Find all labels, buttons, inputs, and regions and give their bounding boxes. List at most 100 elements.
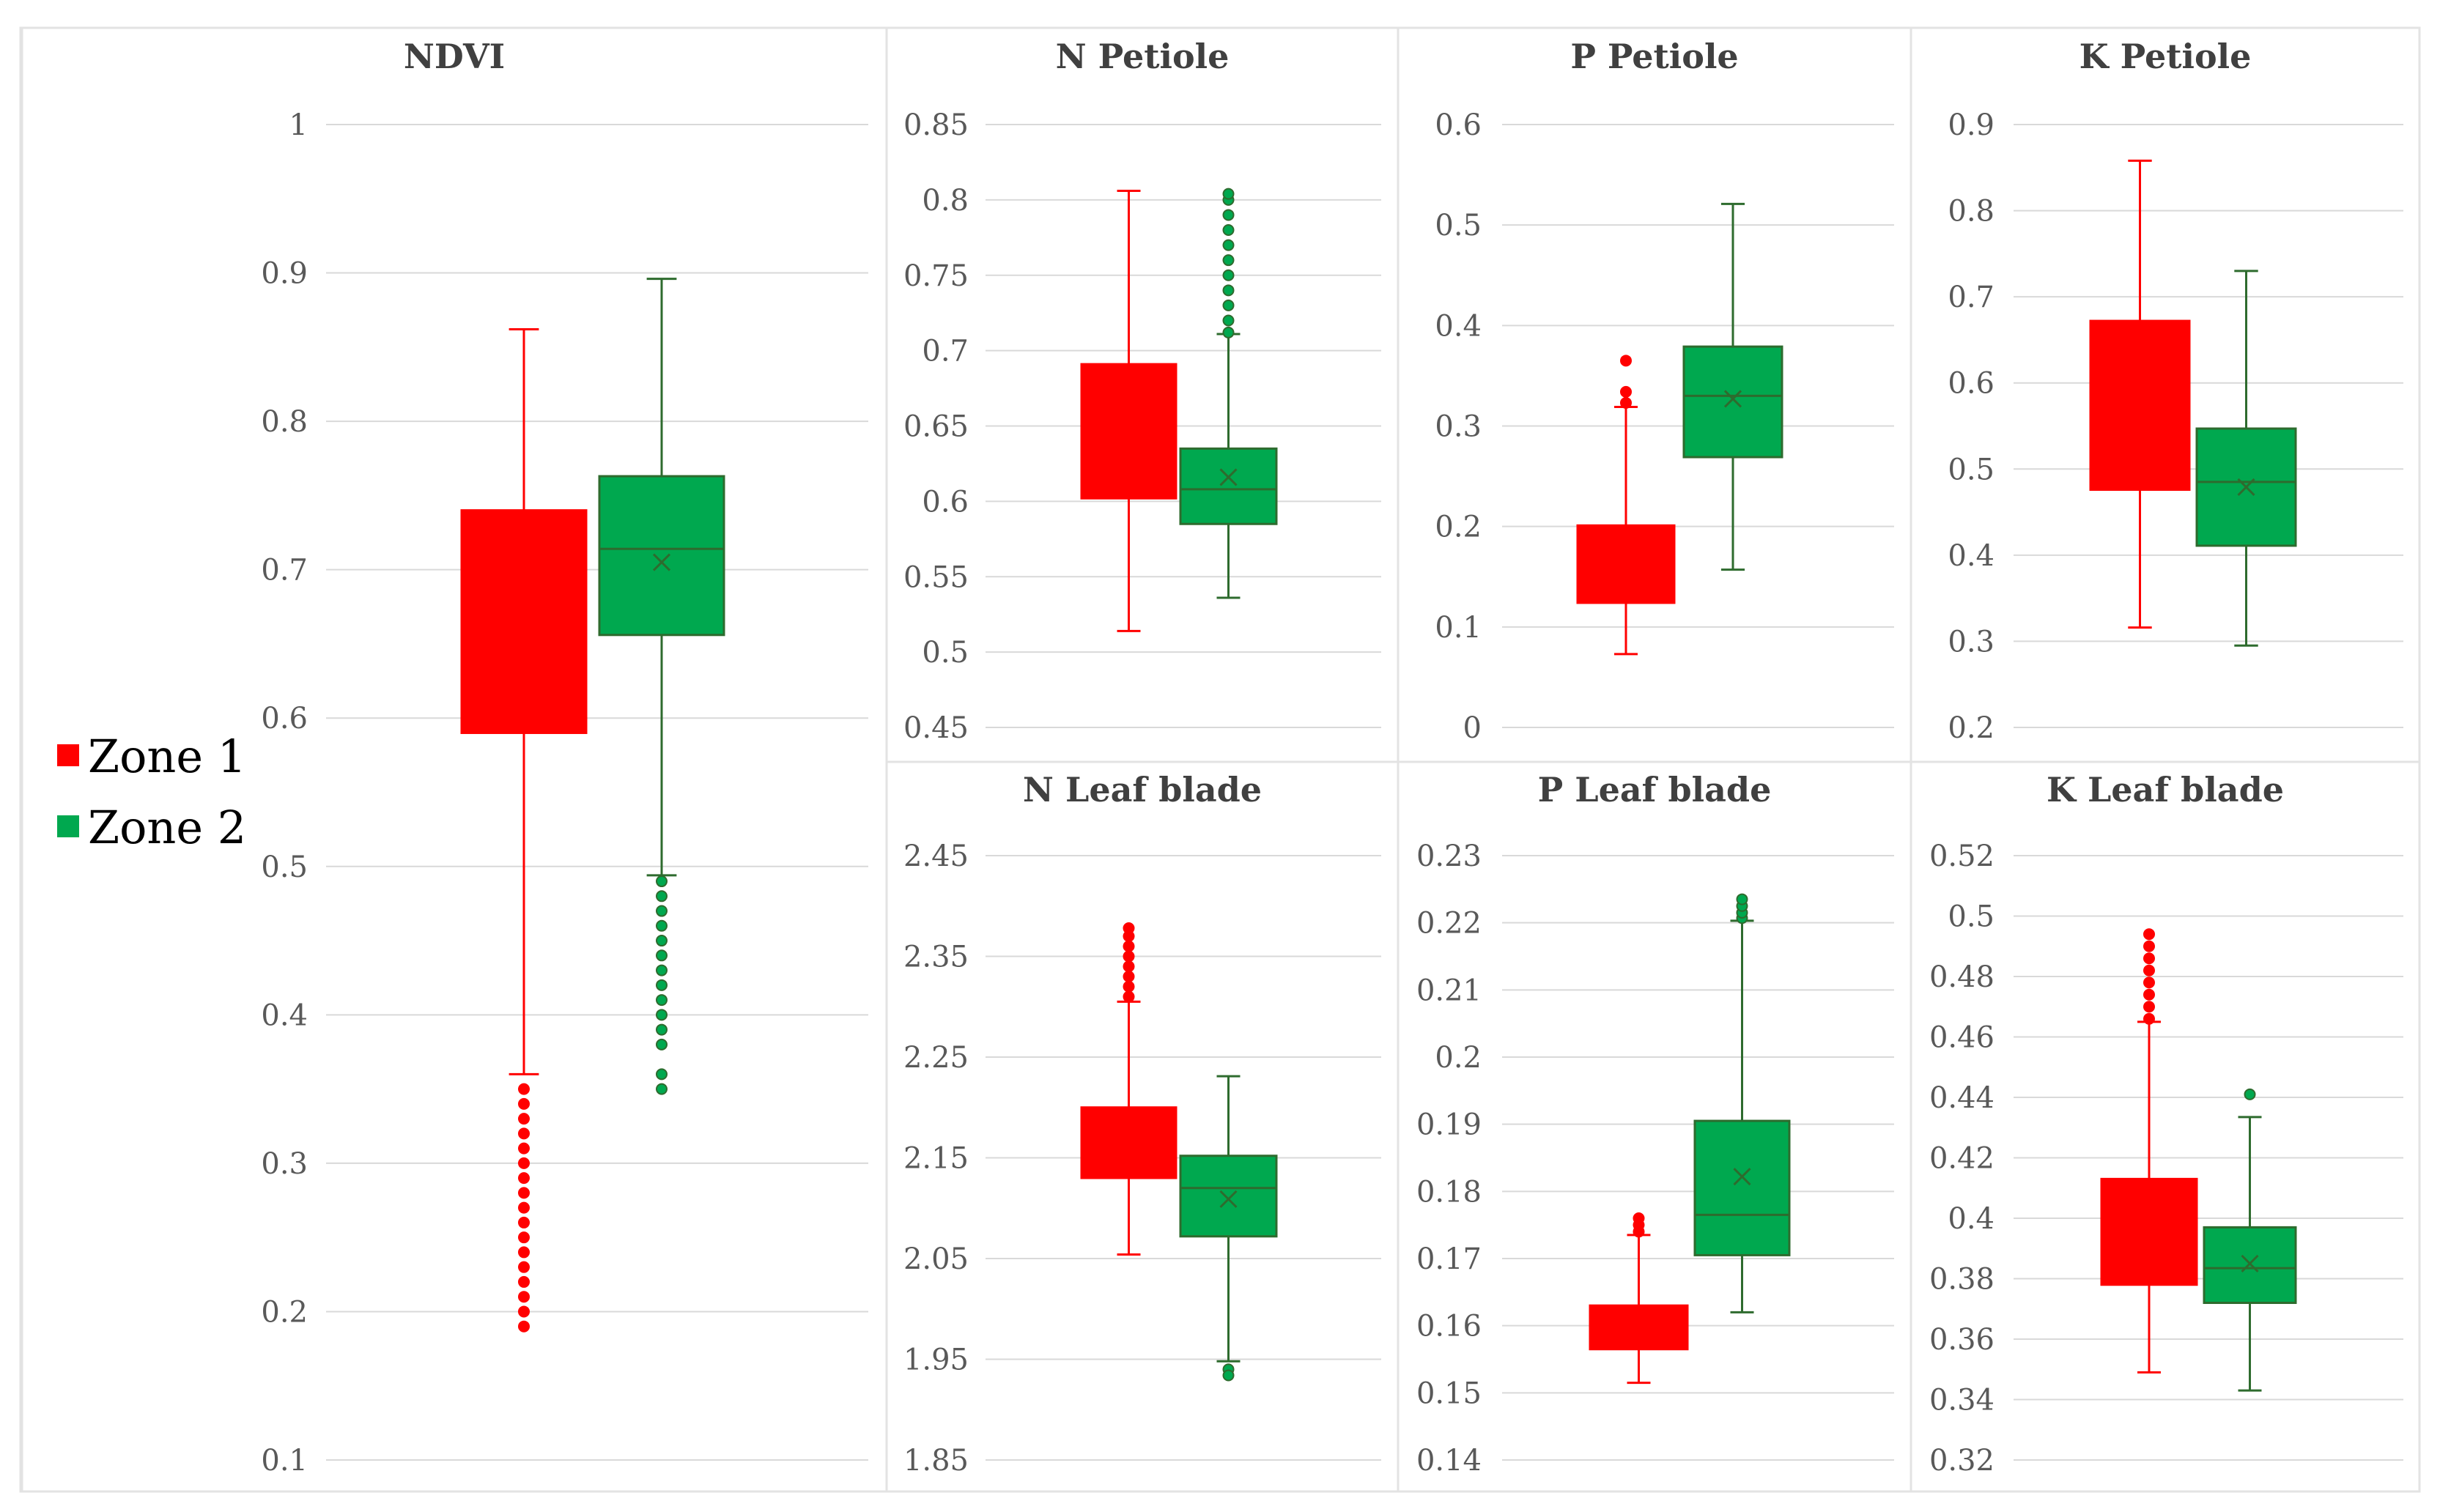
outlier-point [518, 1261, 530, 1273]
legend-swatch-zone-1 [57, 744, 79, 766]
y-tick-label: 1.95 [903, 1344, 969, 1377]
outlier-point [1222, 188, 1235, 200]
outlier-point [656, 994, 668, 1007]
outlier-point [656, 875, 668, 888]
box-body [1179, 1155, 1278, 1238]
outlier-point [518, 1320, 530, 1333]
y-tick-label: 0.5 [261, 850, 308, 884]
y-tick-label: 0.5 [922, 636, 969, 670]
box-zone-1-k-leaf-blade [2100, 928, 2198, 1374]
y-tick-label: 2.45 [903, 840, 969, 873]
y-tick-label: 0.2 [1435, 511, 1482, 544]
y-tick-label: 0.4 [261, 998, 308, 1032]
box-zone-1-ndvi [460, 328, 588, 1333]
y-tick-label: 0.4 [1435, 309, 1482, 343]
outlier-point [1123, 980, 1135, 993]
outlier-point [518, 1083, 530, 1095]
outlier-point [1222, 299, 1235, 311]
y-tick-label: 0.6 [1948, 367, 1994, 401]
panel-p-petiole: P Petiole 0 0.1 0.2 0.3 0.4 0.5 0.6 [1397, 26, 1912, 763]
outlier-point [656, 1038, 668, 1050]
outlier-point [1222, 326, 1235, 338]
panel-ndvi: NDVI 0.1 0.2 0.3 0.4 0.5 0.6 0.7 0.8 0.9 1 [21, 26, 888, 1493]
panel-p-leaf-blade: P Leaf blade 0.14 0.15 0.16 0.17 0.18 0.19 0.2 0… [1397, 760, 1912, 1493]
y-tick-label: 0 [1463, 711, 1482, 745]
y-tick-label: 0.46 [1929, 1021, 1994, 1055]
box-zone-2-p-leaf-blade [1693, 893, 1791, 1313]
y-tick-label: 0.23 [1416, 840, 1482, 873]
y-tick-label: 0.5 [1435, 209, 1482, 242]
outlier-point [1736, 893, 1748, 905]
outlier-point [1123, 950, 1135, 963]
outlier-point [1620, 355, 1632, 367]
box-body [2203, 1226, 2297, 1304]
y-tick-label: 0.75 [903, 259, 969, 293]
outlier-point [656, 905, 668, 917]
outlier-point [1222, 254, 1235, 267]
y-tick-label: 0.16 [1416, 1310, 1482, 1344]
y-tick-label: 0.6 [1435, 108, 1482, 142]
outlier-point [2143, 1012, 2155, 1025]
outlier-point [518, 1113, 530, 1125]
panel-title-p-petiole: P Petiole [1570, 37, 1738, 76]
panel-n-petiole: N Petiole 0.45 0.5 0.55 0.6 0.65 0.7 0.75 0.8 0.8… [885, 26, 1400, 763]
box-zone-1-k-petiole [2089, 159, 2191, 629]
y-tick-label: 0.7 [922, 335, 969, 368]
outlier-point [656, 979, 668, 991]
mean-marker [2237, 478, 2255, 497]
box-zone-1-n-petiole [1080, 190, 1178, 632]
legend: Zone 1 Zone 2 [57, 730, 246, 854]
outlier-point [518, 1305, 530, 1318]
outlier-point [518, 1275, 530, 1288]
outlier-point [1222, 209, 1235, 221]
box-zone-2-ndvi [598, 278, 725, 1095]
mean-marker [1723, 390, 1742, 408]
mean-marker [1219, 468, 1238, 486]
outlier-point [2143, 940, 2155, 952]
y-tick-label: 0.85 [903, 108, 969, 142]
y-tick-label: 0.8 [1948, 195, 1994, 229]
y-tick-label: 2.05 [903, 1242, 969, 1276]
y-tick-label: 0.3 [1435, 410, 1482, 444]
y-tick-label: 2.15 [903, 1142, 969, 1176]
outlier-point [518, 1246, 530, 1259]
y-tick-label: 0.32 [1929, 1444, 1994, 1478]
outlier-point [518, 1172, 530, 1185]
outlier-point [2143, 964, 2155, 976]
outlier-point [2143, 1001, 2155, 1013]
panel-title-ndvi: NDVI [404, 37, 505, 76]
outlier-point [1222, 269, 1235, 281]
panel-title-p-leaf-blade: P Leaf blade [1538, 770, 1772, 809]
box-body [1179, 447, 1278, 525]
outlier-point [2143, 976, 2155, 989]
y-tick-label: 0.18 [1416, 1175, 1482, 1209]
box-zone-1-p-leaf-blade [1589, 1212, 1689, 1385]
y-tick-label: 0.45 [903, 711, 969, 745]
outlier-point [1123, 940, 1135, 952]
box-body [1080, 1106, 1178, 1179]
mean-marker [652, 553, 671, 571]
outlier-point [518, 1201, 530, 1214]
outlier-point [518, 1231, 530, 1244]
y-tick-label: 0.48 [1929, 960, 1994, 994]
box-zone-1-p-petiole [1576, 355, 1676, 656]
outlier-point [1123, 971, 1135, 982]
y-tick-label: 2.35 [903, 941, 969, 974]
y-tick-label: 0.2 [261, 1295, 308, 1329]
y-tick-label: 0.9 [261, 257, 308, 291]
outlier-point [656, 919, 668, 932]
outlier-point [1620, 396, 1632, 409]
box-zone-2-k-leaf-blade [2203, 1088, 2297, 1392]
mean-marker [1219, 1190, 1238, 1208]
panel-title-k-leaf-blade: K Leaf blade [2047, 770, 2284, 809]
outlier-point [656, 1009, 668, 1021]
y-tick-label: 0.65 [903, 410, 969, 444]
mean-marker [1733, 1168, 1751, 1186]
outlier-point [518, 1097, 530, 1110]
box-body [460, 509, 588, 734]
y-tick-label: 0.3 [1948, 625, 1994, 659]
y-tick-label: 0.8 [922, 184, 969, 218]
outlier-point [518, 1216, 530, 1228]
